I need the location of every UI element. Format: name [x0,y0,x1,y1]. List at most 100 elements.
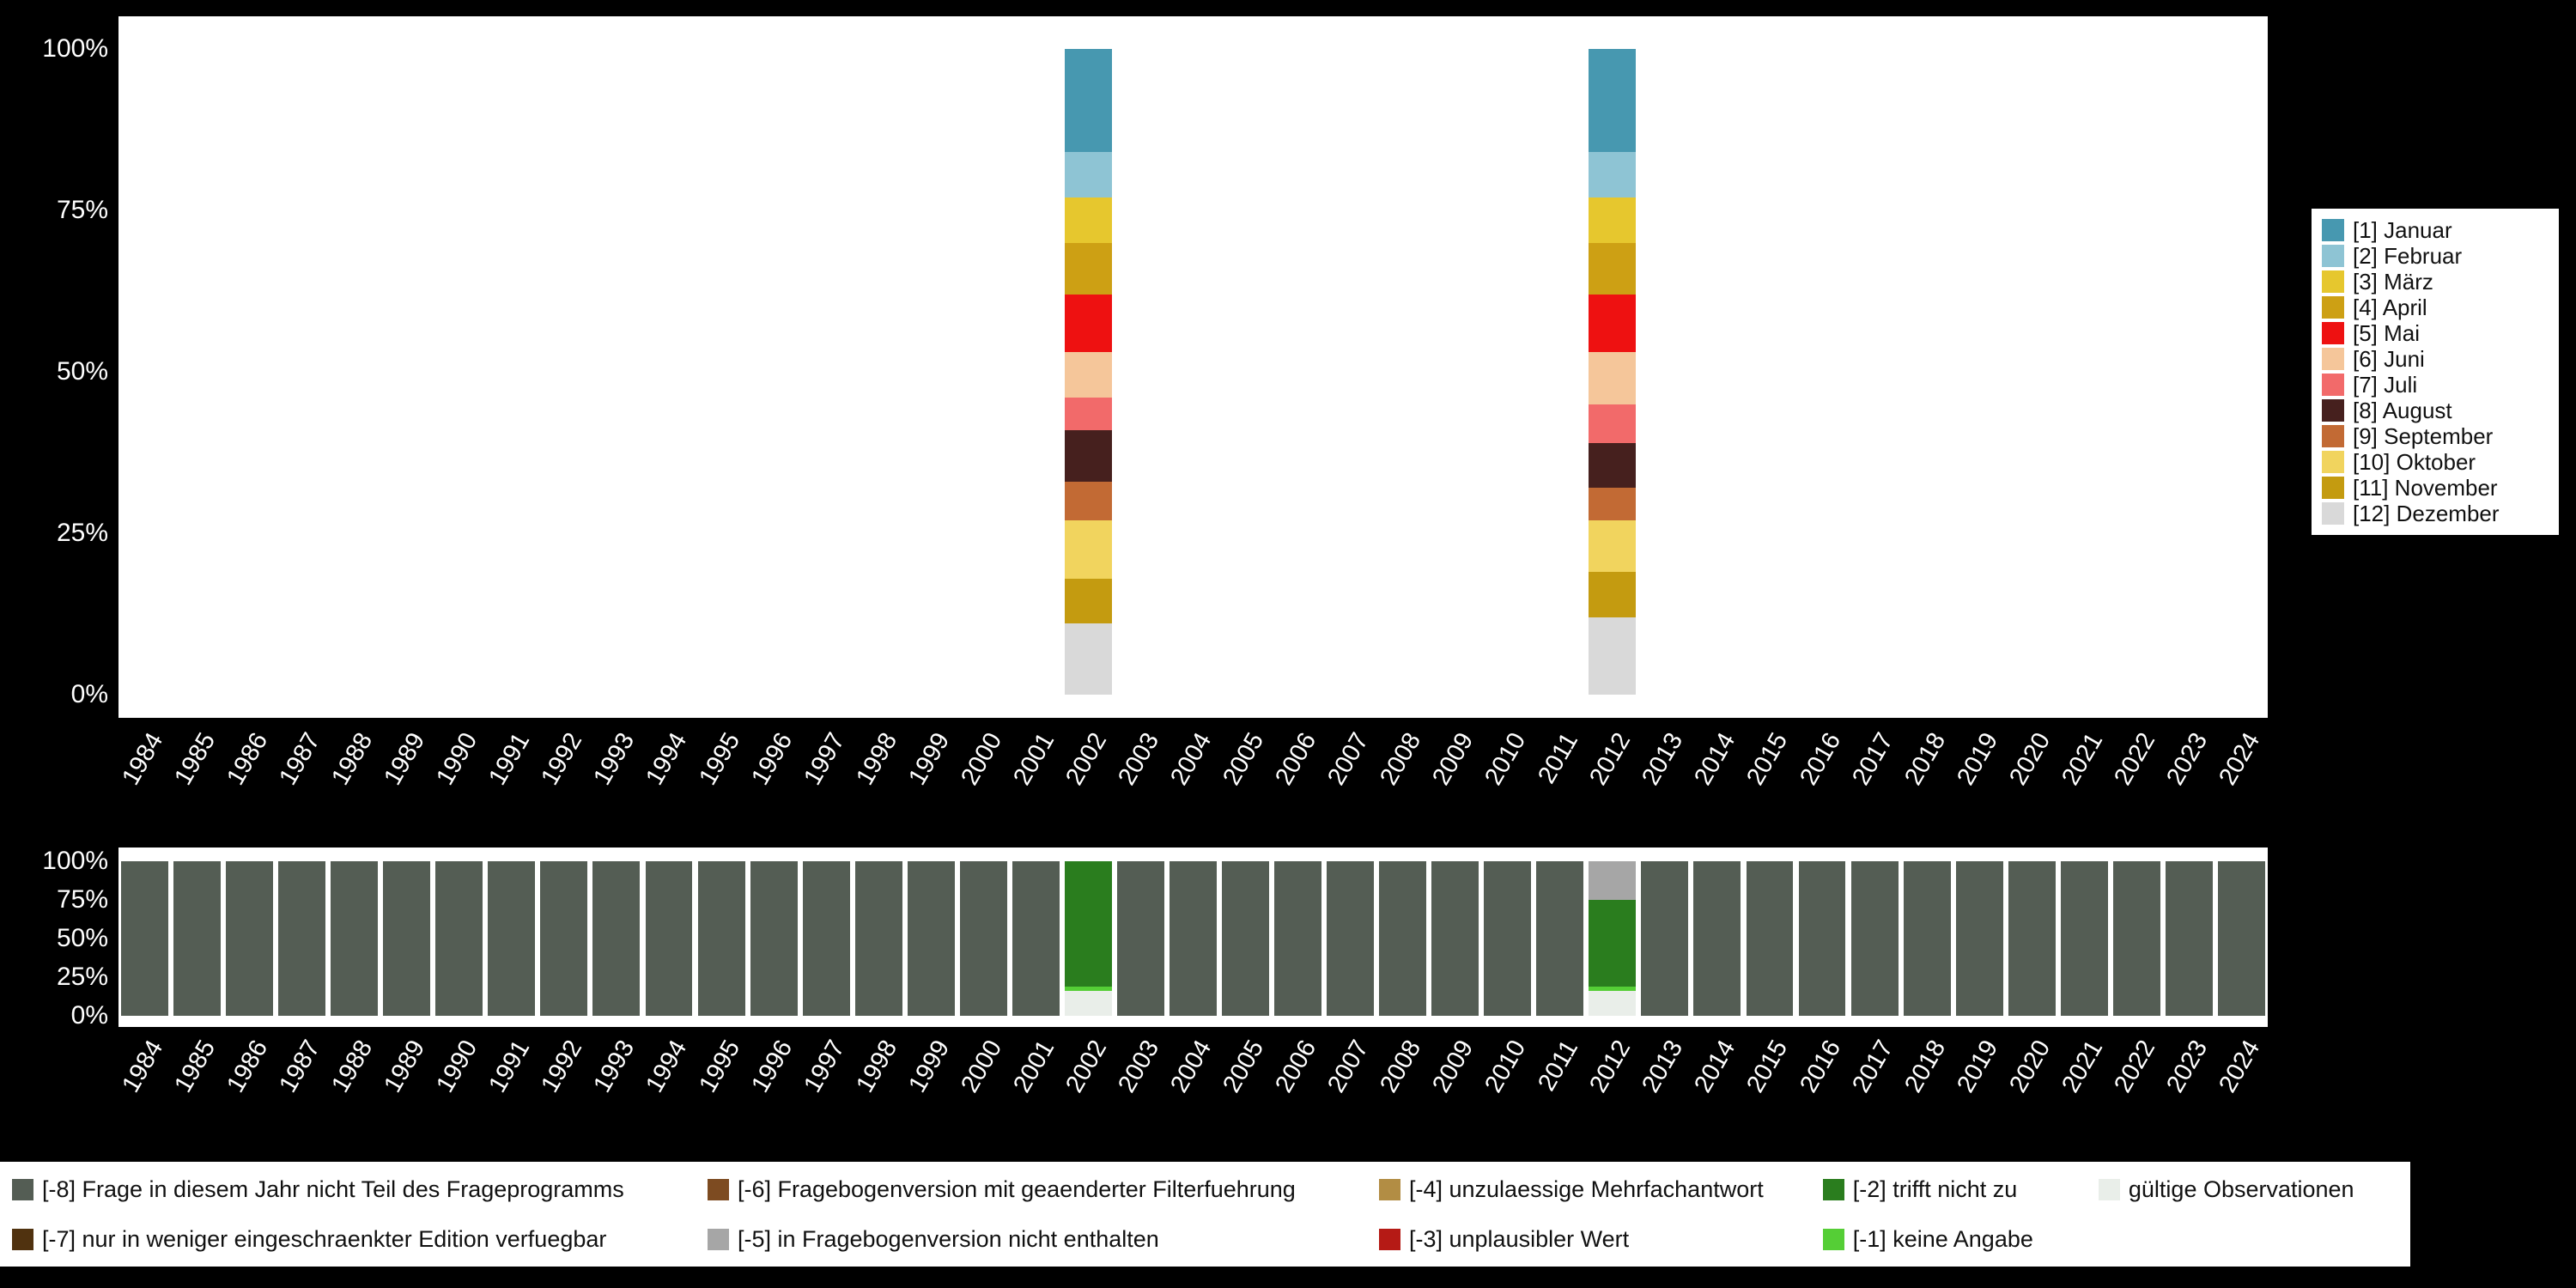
bar-segment[interactable] [1379,861,1427,1016]
bar-segment[interactable] [1589,986,1637,992]
missing-values-bar-2016[interactable] [1798,861,1846,1016]
bar-segment[interactable] [907,861,955,1016]
bar-segment[interactable] [1589,519,1637,573]
bar-segment[interactable] [1222,861,1269,1016]
missing-values-bar-2008[interactable] [1379,861,1427,1016]
missing-values-bar-1991[interactable] [488,861,536,1016]
month-distribution-bar-2002[interactable] [1064,49,1112,695]
bar-segment[interactable] [1012,861,1060,1016]
missing-values-bar-1996[interactable] [750,861,798,1016]
bar-segment[interactable] [226,861,274,1016]
missing-values-bar-2011[interactable] [1536,861,1584,1016]
missing-values-bar-1998[interactable] [854,861,902,1016]
bar-segment[interactable] [1064,861,1112,987]
bar-segment[interactable] [697,861,745,1016]
missing-values-bar-2021[interactable] [2060,861,2108,1016]
bar-segment[interactable] [173,861,222,1016]
month-distribution-bar-2012[interactable] [1589,49,1637,695]
bar-segment[interactable] [1589,572,1637,617]
bar-segment[interactable] [1589,152,1637,197]
bar-segment[interactable] [331,861,379,1016]
bar-segment[interactable] [1327,861,1375,1016]
bar-segment[interactable] [1589,352,1637,404]
bar-segment[interactable] [1064,623,1112,695]
bar-segment[interactable] [2060,861,2108,1016]
bar-segment[interactable] [1589,197,1637,243]
bar-segment[interactable] [1169,861,1217,1016]
missing-values-bar-1984[interactable] [121,861,168,1016]
bar-segment[interactable] [1064,152,1112,197]
bar-segment[interactable] [802,861,850,1016]
missing-values-bar-1989[interactable] [383,861,431,1016]
bar-segment[interactable] [1064,986,1112,992]
missing-values-bar-2000[interactable] [959,861,1007,1016]
missing-values-bar-2019[interactable] [1955,861,2003,1016]
missing-values-bar-2001[interactable] [1012,861,1060,1016]
bar-segment[interactable] [1116,861,1164,1016]
missing-values-bar-2006[interactable] [1274,861,1322,1016]
missing-values-bar-1997[interactable] [802,861,850,1016]
missing-values-bar-1992[interactable] [540,861,588,1016]
missing-values-bar-1987[interactable] [278,861,326,1016]
bar-segment[interactable] [121,861,168,1016]
bar-segment[interactable] [1064,578,1112,624]
missing-values-bar-2022[interactable] [2112,861,2160,1016]
bar-segment[interactable] [435,861,483,1016]
bar-segment[interactable] [592,861,641,1016]
bar-segment[interactable] [854,861,902,1016]
missing-values-bar-1988[interactable] [331,861,379,1016]
missing-values-bar-2009[interactable] [1431,861,1479,1016]
missing-values-bar-2014[interactable] [1693,861,1741,1016]
missing-values-bar-2015[interactable] [1746,861,1794,1016]
bar-segment[interactable] [1431,861,1479,1016]
bar-segment[interactable] [1589,488,1637,520]
missing-values-bar-2004[interactable] [1169,861,1217,1016]
bar-segment[interactable] [1850,861,1899,1016]
bar-segment[interactable] [1589,442,1637,489]
missing-values-bar-2024[interactable] [2217,861,2265,1016]
missing-values-bar-2005[interactable] [1222,861,1269,1016]
missing-values-bar-2013[interactable] [1641,861,1689,1016]
bar-segment[interactable] [1064,197,1112,243]
missing-values-bar-2017[interactable] [1850,861,1899,1016]
missing-values-bar-1993[interactable] [592,861,641,1016]
bar-segment[interactable] [1589,617,1637,695]
bar-segment[interactable] [1274,861,1322,1016]
bar-segment[interactable] [1746,861,1794,1016]
missing-values-bar-2012[interactable] [1589,861,1637,1016]
bar-segment[interactable] [1589,294,1637,353]
missing-values-bar-2003[interactable] [1116,861,1164,1016]
bar-segment[interactable] [1589,861,1637,900]
missing-values-bar-2010[interactable] [1484,861,1532,1016]
bar-segment[interactable] [2112,861,2160,1016]
bar-segment[interactable] [1064,519,1112,579]
bar-segment[interactable] [1064,481,1112,520]
bar-segment[interactable] [750,861,798,1016]
bar-segment[interactable] [1064,398,1112,430]
bar-segment[interactable] [540,861,588,1016]
bar-segment[interactable] [383,861,431,1016]
bar-segment[interactable] [1064,242,1112,295]
missing-values-bar-1985[interactable] [173,861,222,1016]
bar-segment[interactable] [1589,242,1637,295]
missing-values-bar-2007[interactable] [1327,861,1375,1016]
bar-segment[interactable] [1589,49,1637,153]
missing-values-bar-2018[interactable] [1903,861,1951,1016]
bar-segment[interactable] [1064,352,1112,398]
bar-segment[interactable] [1641,861,1689,1016]
missing-values-bar-1986[interactable] [226,861,274,1016]
missing-values-bar-2002[interactable] [1064,861,1112,1016]
bar-segment[interactable] [1064,991,1112,1016]
bar-segment[interactable] [1484,861,1532,1016]
bar-segment[interactable] [1903,861,1951,1016]
missing-values-bar-1999[interactable] [907,861,955,1016]
bar-segment[interactable] [1693,861,1741,1016]
bar-segment[interactable] [645,861,693,1016]
bar-segment[interactable] [1589,991,1637,1016]
bar-segment[interactable] [1536,861,1584,1016]
bar-segment[interactable] [488,861,536,1016]
bar-segment[interactable] [2217,861,2265,1016]
bar-segment[interactable] [1589,404,1637,443]
bar-segment[interactable] [278,861,326,1016]
bar-segment[interactable] [1589,900,1637,987]
